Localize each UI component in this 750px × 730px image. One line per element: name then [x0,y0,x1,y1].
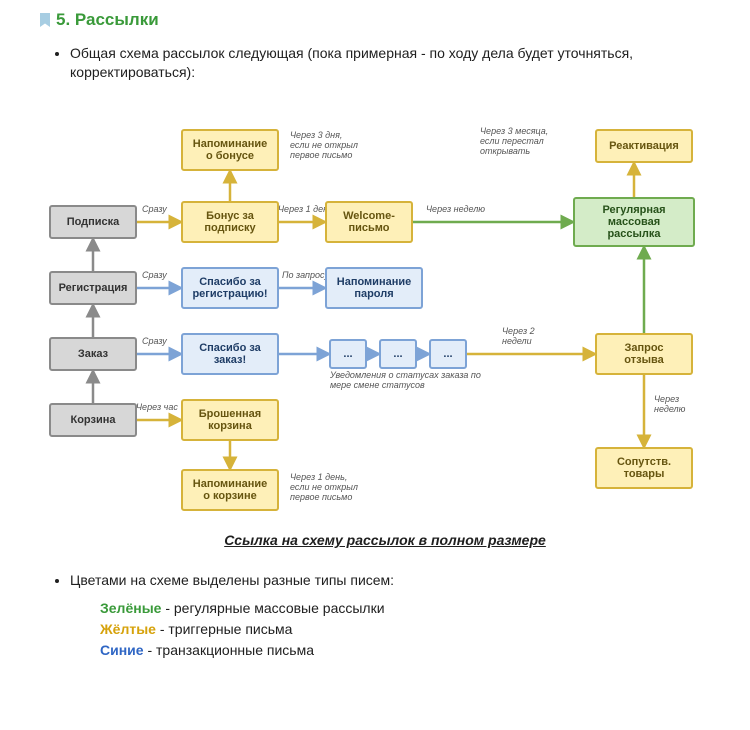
legend-intro: Цветами на схеме выделены разные типы пи… [70,572,730,588]
heading-text: 5. Рассылки [56,10,159,30]
section-heading: 5. Рассылки [40,10,730,30]
svg-text:Спасибо за: Спасибо за [199,276,261,288]
svg-text:Регулярная: Регулярная [602,204,665,216]
svg-text:Через час: Через час [136,402,178,412]
legend-blue-desc: - транзакционные письма [144,642,314,658]
svg-text:первое письмо: первое письмо [290,492,352,502]
svg-text:Сразу: Сразу [142,204,167,214]
svg-text:товары: товары [624,468,665,480]
svg-text:Регистрация: Регистрация [59,282,128,294]
svg-text:о корзине: о корзине [203,490,256,502]
svg-text:Через 3 месяца,: Через 3 месяца, [480,126,548,136]
legend-green: Зелёные - регулярные массовые рассылки [100,598,730,619]
svg-text:пароля: пароля [354,288,393,300]
legend-yellow: Жёлтые - триггерные письма [100,619,730,640]
svg-text:письмо: письмо [349,222,390,234]
intro-bullet: Общая схема рассылок следующая (пока при… [70,44,730,82]
svg-text:Сразу: Сразу [142,336,167,346]
svg-text:...: ... [343,348,352,360]
legend-yellow-label: Жёлтые [100,621,156,637]
legend-yellow-desc: - триггерные письма [156,621,293,637]
svg-text:Напоминание: Напоминание [193,138,267,150]
svg-text:недели: недели [502,336,532,346]
bookmark-icon [40,13,50,27]
svg-text:первое письмо: первое письмо [290,150,352,160]
svg-text:если не открыл: если не открыл [290,140,358,150]
svg-text:Бонус за: Бонус за [206,210,255,222]
legend-green-label: Зелёные [100,600,161,616]
svg-text:Напоминание: Напоминание [193,478,267,490]
svg-text:о бонусе: о бонусе [206,150,254,162]
legend-intro-list: Цветами на схеме выделены разные типы пи… [70,572,730,588]
svg-text:Welcome-: Welcome- [343,210,395,222]
svg-text:мере смене статусов: мере смене статусов [330,380,425,390]
svg-text:Запрос: Запрос [624,342,663,354]
legend-green-desc: - регулярные массовые рассылки [161,600,384,616]
svg-text:Через 1 день,: Через 1 день, [290,472,347,482]
svg-text:...: ... [393,348,402,360]
legend-blue: Синие - транзакционные письма [100,640,730,661]
svg-text:Через 3 дня,: Через 3 дня, [290,130,342,140]
svg-text:отзыва: отзыва [624,354,664,366]
svg-text:...: ... [443,348,452,360]
svg-text:Корзина: Корзина [71,414,117,426]
svg-text:Сопутств.: Сопутств. [617,456,671,468]
svg-text:Через неделю: Через неделю [426,204,485,214]
svg-text:Сразу: Сразу [142,270,167,280]
svg-text:корзина: корзина [208,420,253,432]
svg-text:массовая: массовая [608,216,660,228]
svg-text:По запросу: По запросу [282,270,329,280]
svg-text:заказ!: заказ! [214,354,246,366]
svg-text:Брошенная: Брошенная [199,408,261,420]
mailing-flowchart: СразуСразуСразуЧерез часЧерез 3 дня,если… [30,88,710,518]
svg-text:Реактивация: Реактивация [609,140,679,152]
svg-text:открывать: открывать [480,146,530,156]
svg-text:Спасибо за: Спасибо за [199,342,261,354]
svg-text:рассылка: рассылка [607,228,661,240]
svg-text:неделю: неделю [654,404,686,414]
caption-link-row: Ссылка на схему рассылок в полном размер… [40,532,730,550]
legend-blue-label: Синие [100,642,144,658]
svg-text:Через 1 день: Через 1 день [278,204,333,214]
svg-text:регистрацию!: регистрацию! [192,288,267,300]
intro-list: Общая схема рассылок следующая (пока при… [70,44,730,82]
svg-text:Через: Через [654,394,679,404]
svg-text:Подписка: Подписка [67,216,120,228]
svg-text:Уведомления о статусах заказа: Уведомления о статусах заказа по [329,370,481,380]
svg-text:если перестал: если перестал [480,136,544,146]
full-size-link[interactable]: Ссылка на схему рассылок в полном размер… [224,532,546,548]
svg-text:Напоминание: Напоминание [337,276,411,288]
svg-text:Через 2: Через 2 [502,326,535,336]
svg-text:если не открыл: если не открыл [290,482,358,492]
svg-text:Заказ: Заказ [78,348,109,360]
svg-text:подписку: подписку [204,222,256,234]
